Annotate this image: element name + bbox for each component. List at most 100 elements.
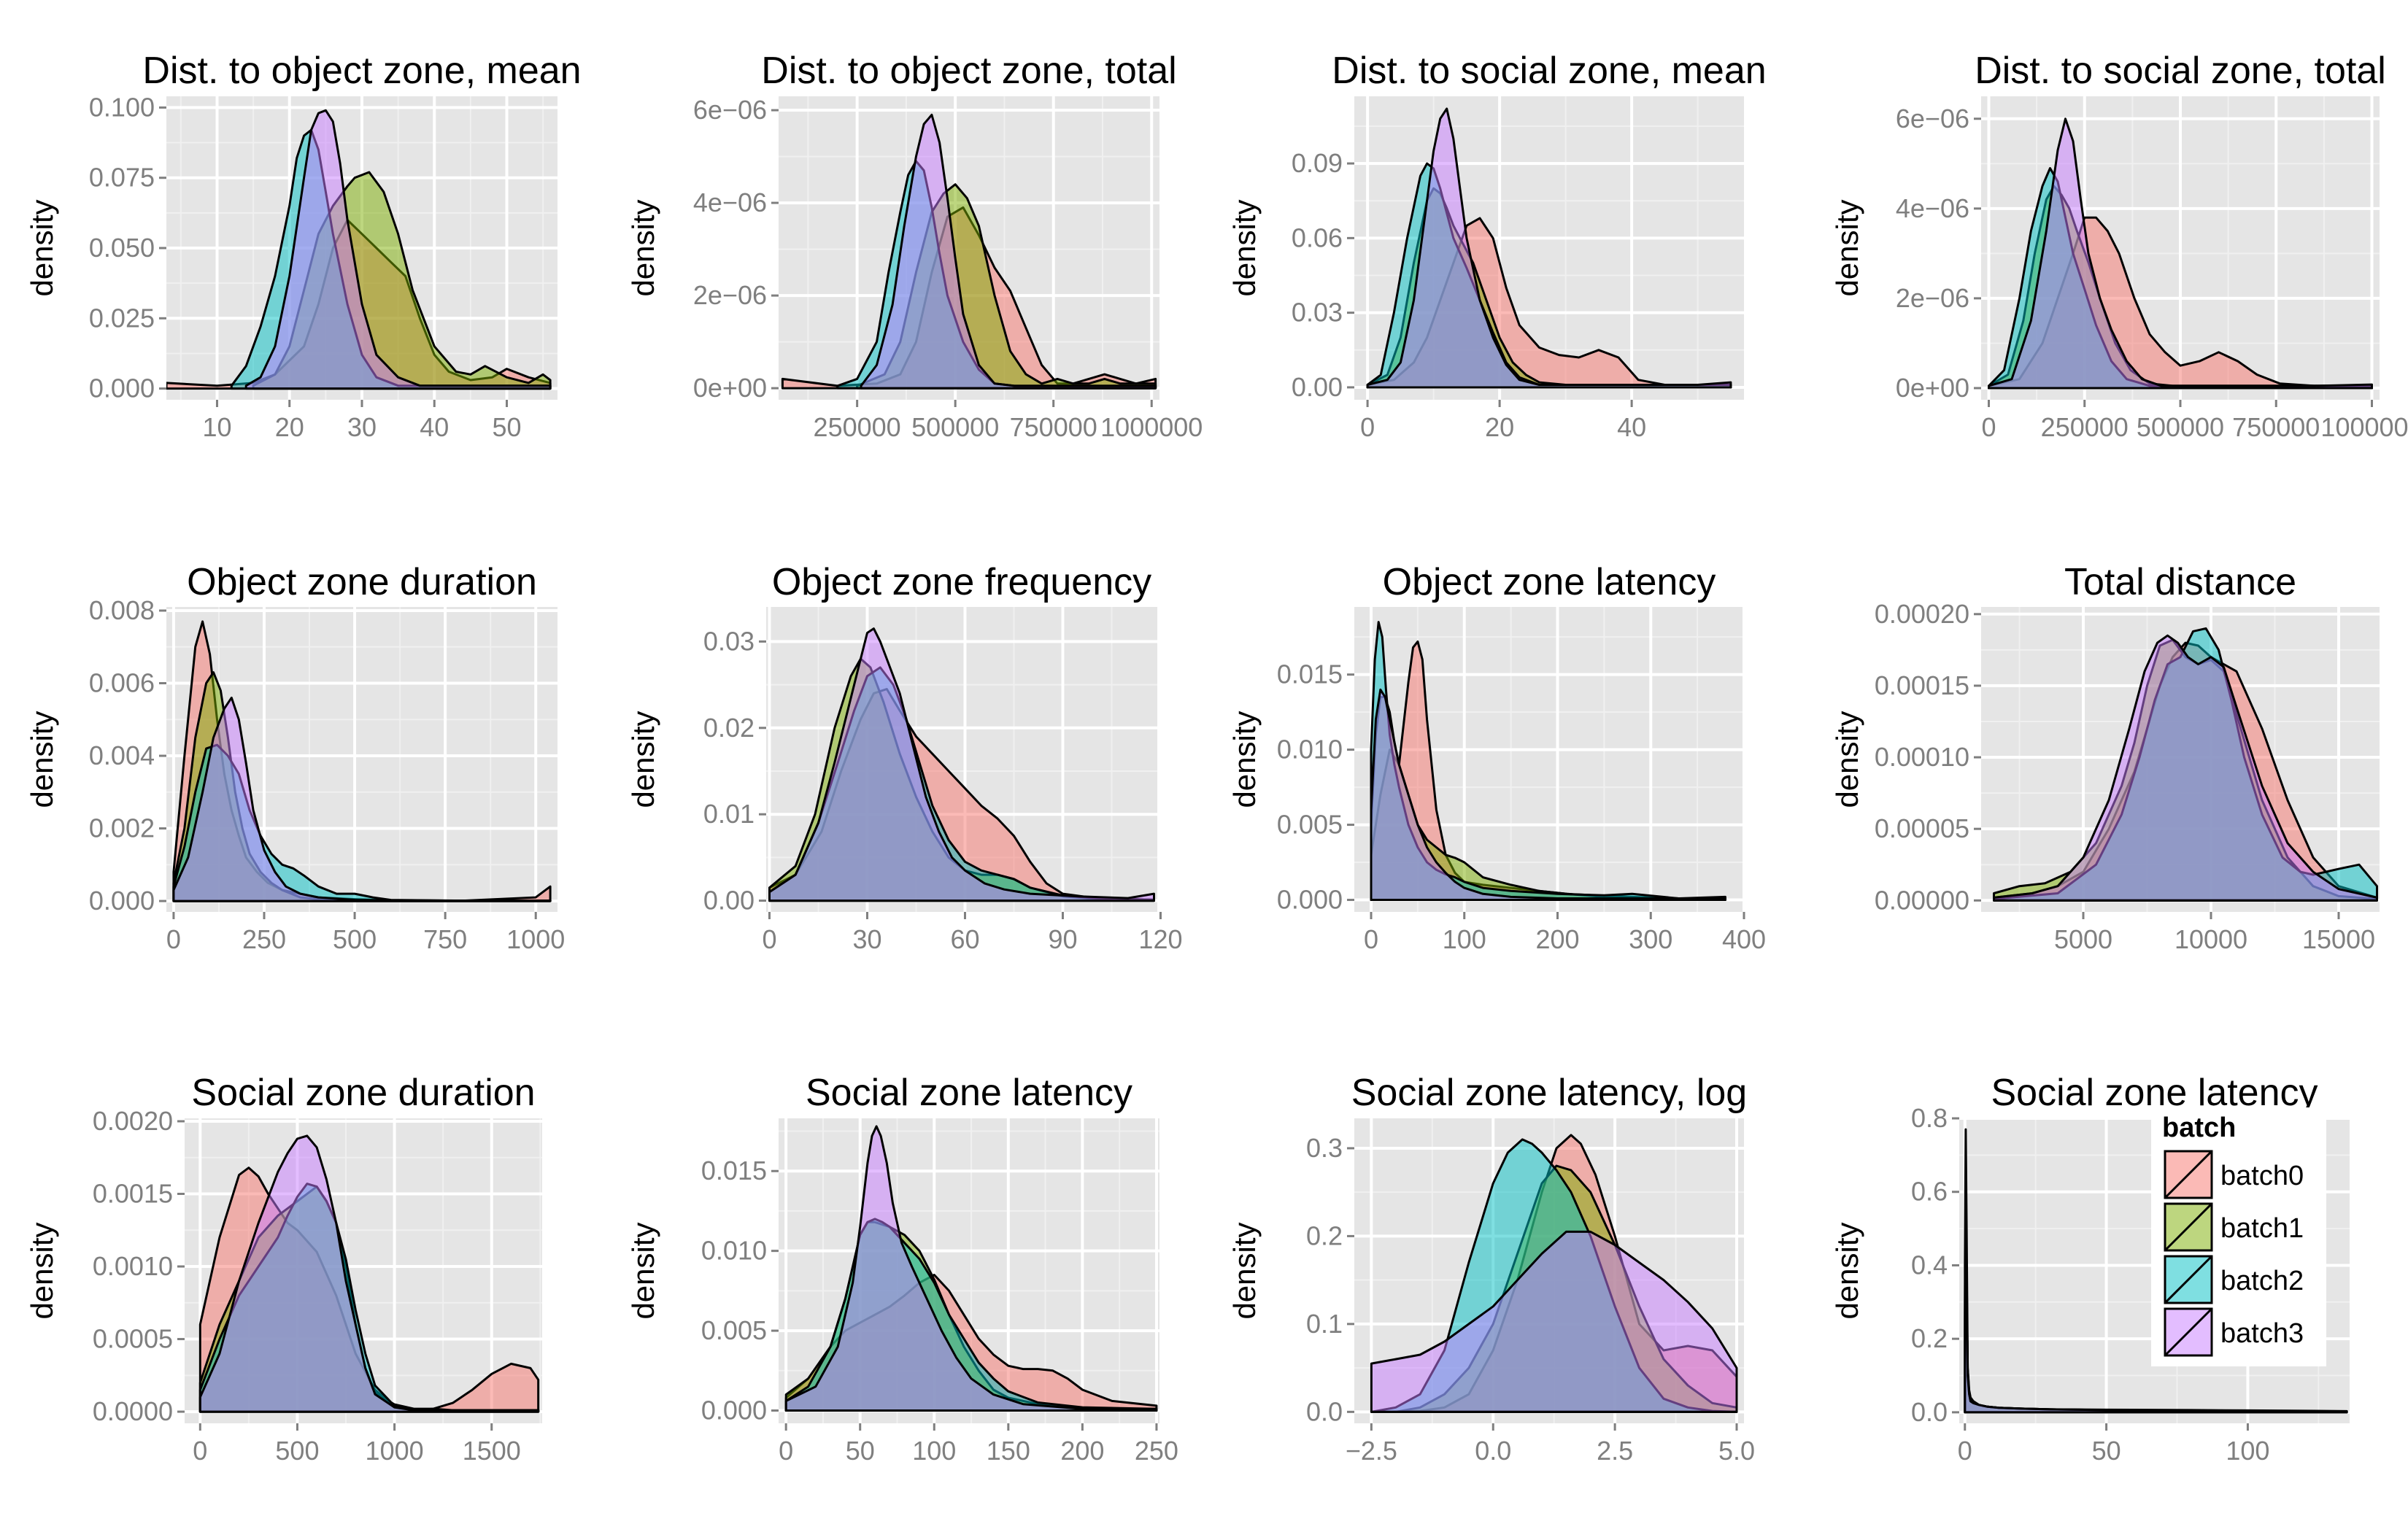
y-tick-label: 0.010 <box>701 1236 767 1266</box>
x-tick-label: 1000000 <box>1100 412 1203 442</box>
y-tick-label: 2e−06 <box>1896 283 1969 313</box>
x-tick-label: 0.0 <box>1475 1436 1511 1466</box>
panel-title: Social zone latency <box>1991 1072 2318 1114</box>
y-tick-label: 0.06 <box>1292 223 1343 252</box>
density-panel: 0e+00 2e−06 4e−06 6e−06 250000 500000 750000 10… <box>626 50 1203 442</box>
x-tick-label: 90 <box>1048 924 1077 954</box>
y-axis-label: density <box>25 711 59 808</box>
x-tick-label: 120 <box>1138 924 1182 954</box>
x-tick-label: 0 <box>762 924 776 954</box>
density-area-batch3 <box>1370 1230 1738 1413</box>
y-tick-label: 0.00020 <box>1875 599 1969 629</box>
density-areas <box>784 1125 1158 1412</box>
x-tick-label: 750000 <box>1010 412 1097 442</box>
y-tick-label: 0.00015 <box>1875 670 1969 700</box>
legend-label-batch2: batch2 <box>2220 1266 2304 1296</box>
x-tick-label: 100 <box>1443 924 1486 954</box>
y-tick-label: 0.2 <box>1306 1220 1343 1250</box>
x-tick-label: 0 <box>1364 924 1378 954</box>
y-tick-label: 0.6 <box>1911 1177 1948 1207</box>
legend-item: batch3 <box>2164 1307 2304 1357</box>
density-area-batch3 <box>1993 634 2378 902</box>
panel-title: Dist. to social zone, total <box>1975 50 2386 92</box>
x-tick-label: 30 <box>852 924 881 954</box>
density-areas <box>768 627 1155 902</box>
legend-title: batch <box>2162 1113 2236 1143</box>
x-tick-label: 2.5 <box>1597 1436 1633 1466</box>
y-tick-label: 0.00010 <box>1875 742 1969 772</box>
y-axis-label: density <box>1227 199 1262 296</box>
y-tick-label: 6e−06 <box>1896 104 1969 134</box>
x-tick-label: −2.5 <box>1346 1436 1397 1466</box>
density-area-batch3 <box>1370 688 1726 901</box>
density-panel: 0.00 0.01 0.02 0.03 0 30 60 90 120 Object zone fr… <box>626 561 1183 954</box>
y-tick-label: 0.8 <box>1911 1103 1948 1133</box>
density-area-batch3 <box>768 627 1155 902</box>
density-areas <box>1993 627 2378 902</box>
y-tick-label: 4e−06 <box>1896 193 1969 223</box>
legend-key-slash <box>2164 1150 2213 1199</box>
y-tick-label: 0.2 <box>1911 1323 1948 1353</box>
density-area-batch3 <box>198 1134 540 1413</box>
y-tick-label: 0.004 <box>89 740 155 770</box>
x-tick-label: 250 <box>242 924 286 954</box>
density-panel: 0.0000 0.0005 0.0010 0.0015 0.0020 0 500 1000 15… <box>25 1072 542 1466</box>
y-tick-label: 0.3 <box>1306 1133 1343 1163</box>
y-tick-label: 0.000 <box>701 1395 767 1425</box>
x-tick-label: 750000 <box>2232 412 2320 442</box>
x-tick-label: 60 <box>950 924 979 954</box>
density-panel: 0.000 0.005 0.010 0.015 0 100 200 300 400 Object … <box>1227 561 1766 954</box>
y-axis-label: density <box>25 1222 59 1319</box>
y-tick-label: 0.00 <box>1292 372 1343 402</box>
y-tick-label: 0.03 <box>703 626 755 656</box>
panel-title: Object zone latency <box>1383 561 1716 603</box>
y-tick-label: 0.010 <box>1277 735 1343 765</box>
y-tick-label: 0.03 <box>1292 298 1343 328</box>
y-tick-label: 2e−06 <box>693 280 767 310</box>
x-tick-label: 1000 <box>366 1436 424 1466</box>
density-panel: 0.00000 0.00005 0.00010 0.00015 0.00020 5000 1… <box>1830 561 2380 954</box>
density-area-batch3 <box>784 1125 1158 1412</box>
y-tick-label: 0.000 <box>89 886 155 916</box>
x-tick-label: 500 <box>275 1436 319 1466</box>
y-tick-label: 0.0000 <box>93 1396 173 1426</box>
y-axis-label: density <box>1227 711 1262 808</box>
y-tick-label: 0.006 <box>89 668 155 698</box>
x-tick-label: 1000 <box>506 924 565 954</box>
density-areas <box>1964 1128 2348 1414</box>
x-tick-label: 0 <box>1981 412 1996 442</box>
legend-key-slash <box>2164 1202 2213 1252</box>
y-tick-label: 0.005 <box>1277 810 1343 840</box>
y-tick-label: 0.02 <box>703 713 755 743</box>
x-tick-label: 100 <box>2226 1436 2269 1466</box>
legend-item: batch0 <box>2164 1150 2304 1199</box>
y-tick-label: 0.000 <box>89 374 155 403</box>
density-areas <box>1370 621 1726 901</box>
density-area-batch3 <box>172 696 552 902</box>
panel-title: Social zone latency, log <box>1351 1072 1747 1114</box>
y-axis-label: density <box>25 199 59 296</box>
y-tick-label: 0.008 <box>89 595 155 625</box>
x-tick-label: 1000000 <box>2320 412 2408 442</box>
x-tick-label: 500000 <box>911 412 999 442</box>
panel-title: Dist. to object zone, mean <box>142 50 581 92</box>
density-areas <box>1370 1134 1738 1413</box>
legend-item: batch2 <box>2164 1255 2304 1304</box>
panel-title: Dist. to social zone, mean <box>1332 50 1766 92</box>
density-area-batch3 <box>1964 1227 2348 1414</box>
x-tick-label: 250 <box>1135 1436 1178 1466</box>
density-area-batch3 <box>1988 117 2373 390</box>
x-tick-label: 500 <box>333 924 377 954</box>
y-tick-label: 0.00 <box>703 886 755 916</box>
y-tick-label: 0.4 <box>1911 1250 1948 1280</box>
x-tick-label: 40 <box>420 412 449 442</box>
x-tick-label: 30 <box>347 412 377 442</box>
y-tick-label: 0.015 <box>1277 659 1343 689</box>
x-tick-label: 10000 <box>2174 924 2247 954</box>
y-tick-label: 0.0020 <box>93 1106 173 1136</box>
y-tick-label: 4e−06 <box>693 187 767 217</box>
x-tick-label: 0 <box>1958 1436 1972 1466</box>
y-axis-label: density <box>1830 1222 1864 1319</box>
